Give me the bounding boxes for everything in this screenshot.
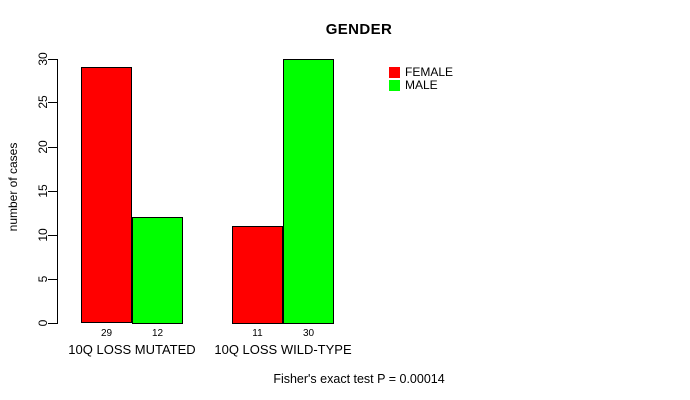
bar-value-label-male-mutated: 12 <box>151 328 164 339</box>
y-axis-tick-label: 5 <box>36 275 50 283</box>
category-label-mutated: 10Q LOSS MUTATED <box>68 342 196 357</box>
legend-label-male: MALE <box>405 77 438 92</box>
bar-female-0 <box>81 67 132 323</box>
y-axis-tick-label: 15 <box>36 184 50 198</box>
y-axis-tick-label: 30 <box>36 52 50 66</box>
y-axis-tick <box>48 147 57 148</box>
y-axis-tick <box>48 323 57 324</box>
legend-item-female: FEMALE <box>389 66 453 78</box>
y-axis-tick-label: 25 <box>36 95 50 109</box>
bar-value-label-female-wildtype: 11 <box>252 328 263 339</box>
bar-value-label-male-wildtype: 30 <box>302 328 315 339</box>
legend-item-male: MALE <box>389 79 453 91</box>
bar-female-1 <box>232 226 283 324</box>
y-axis-tick <box>48 279 57 280</box>
legend-swatch-female-icon <box>389 66 400 78</box>
chart-title: GENDER <box>325 21 393 38</box>
y-axis-tick <box>48 102 57 103</box>
y-axis-tick <box>48 235 57 236</box>
y-axis-tick-label: 10 <box>36 228 50 242</box>
legend-swatch-male-icon <box>389 79 400 91</box>
y-axis-tick <box>48 191 57 192</box>
category-label-wildtype: 10Q LOSS WILD-TYPE <box>214 342 352 357</box>
legend-label-female: FEMALE <box>405 64 454 79</box>
y-axis-line <box>57 59 58 324</box>
annotation-caption: Fisher's exact test P = 0.00014 <box>273 372 445 386</box>
bar-value-label-female-mutated: 29 <box>100 328 113 339</box>
y-axis-tick-label: 0 <box>36 319 50 327</box>
y-axis-tick <box>48 59 57 60</box>
bar-male-1 <box>283 59 334 324</box>
y-axis-tick-label: 20 <box>36 140 50 154</box>
legend: FEMALE MALE <box>389 66 453 92</box>
bar-male-0 <box>132 217 183 324</box>
